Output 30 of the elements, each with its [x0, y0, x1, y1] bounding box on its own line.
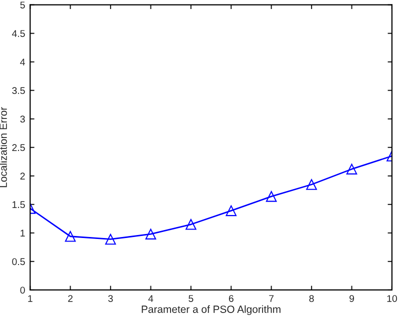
point — [186, 219, 196, 230]
x-tick-label: 5 — [188, 295, 194, 302]
y-tick-label: 4 — [20, 58, 26, 66]
x-tick-label: 9 — [350, 295, 354, 302]
point — [105, 234, 116, 245]
y-tick-label: 3 — [20, 116, 25, 123]
x-tick-label: 7 — [269, 295, 274, 302]
y-tick-label: 1.5 — [12, 201, 25, 208]
point — [145, 228, 156, 240]
point — [64, 230, 76, 242]
y-tick-label: 3.5 — [12, 87, 25, 94]
x-tick-label: 6 — [228, 295, 234, 302]
y-tick-label: 0.5 — [12, 258, 25, 266]
x-tick-label: 1 — [28, 295, 32, 302]
y-tick-label: 4.5 — [12, 30, 25, 37]
point — [226, 205, 237, 216]
y-tick-label: 2 — [20, 172, 25, 180]
x-tick-label: 2 — [68, 295, 73, 302]
y-tick-label: 0 — [20, 286, 25, 294]
x-tick-label: 3 — [108, 295, 113, 302]
y-tick-label: 2.5 — [12, 144, 25, 152]
x-axis-title: Parameter a of PSO Algorithm — [142, 305, 280, 316]
point — [346, 164, 358, 174]
x-tick-label: 8 — [309, 295, 314, 302]
point — [266, 191, 277, 202]
y-tick-label: 5 — [20, 2, 25, 8]
x-tick-label: 10 — [387, 295, 397, 302]
point — [306, 179, 317, 190]
y-tick-label: 1 — [20, 230, 25, 236]
x-tick-label: 4 — [148, 295, 154, 302]
